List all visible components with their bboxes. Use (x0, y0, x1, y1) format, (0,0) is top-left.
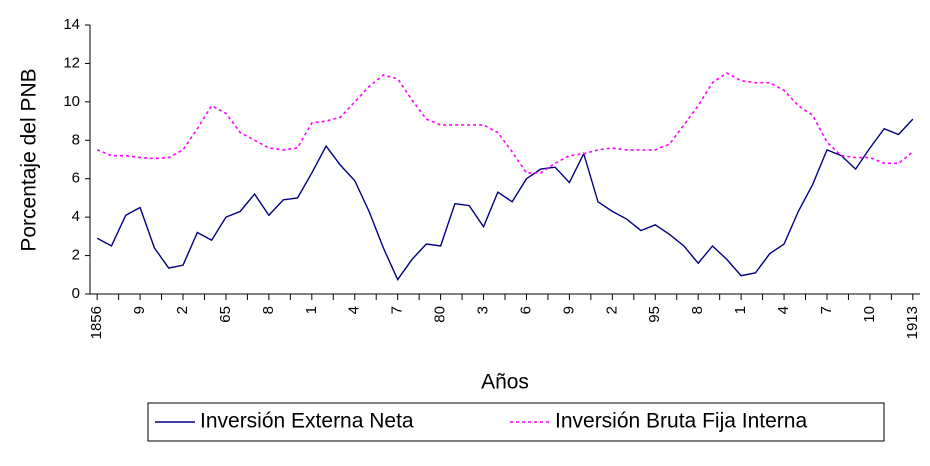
x-tick-label: 6 (517, 306, 534, 314)
x-tick-label: 7 (818, 306, 835, 314)
x-tick-label: 1 (303, 306, 320, 314)
y-tick-label: 8 (72, 131, 80, 148)
y-tick-label: 12 (63, 54, 80, 71)
y-tick-label: 2 (72, 247, 80, 264)
x-tick-label: 10 (861, 306, 878, 323)
line-series (96, 72, 914, 174)
x-tick-label: 4 (346, 306, 363, 314)
x-tick-label: 9 (131, 306, 148, 314)
x-tick-label: 8 (260, 306, 277, 314)
y-tick-label: 14 (63, 16, 80, 33)
x-tick-label: 2 (603, 306, 620, 314)
x-tick-label: 8 (689, 306, 706, 314)
x-tick-label: 1913 (904, 306, 921, 339)
y-tick-label: 0 (72, 285, 80, 302)
x-tick-label: 1856 (88, 306, 105, 339)
y-tick-label: 10 (63, 93, 80, 110)
legend-label: Inversión Bruta Fija Interna (555, 410, 807, 433)
x-tick-label: 9 (560, 306, 577, 314)
x-tick-label: 3 (475, 306, 492, 314)
y-tick-label: 4 (72, 208, 80, 225)
legend-box (147, 402, 885, 442)
y-tick-label: 6 (72, 170, 80, 187)
x-axis-title: Años (481, 371, 529, 394)
x-tick-label: 2 (174, 306, 191, 314)
y-axis-title: Porcentaje del PNB (18, 68, 41, 251)
x-tick-label: 95 (646, 306, 663, 323)
x-tick-label: 1 (732, 306, 749, 314)
x-tick-label: 7 (389, 306, 406, 314)
x-tick-label: 80 (432, 306, 449, 323)
x-tick-label: 4 (775, 306, 792, 314)
legend-label: Inversión Externa Neta (200, 410, 414, 433)
line-series (96, 118, 914, 281)
x-tick-label: 65 (217, 306, 234, 323)
